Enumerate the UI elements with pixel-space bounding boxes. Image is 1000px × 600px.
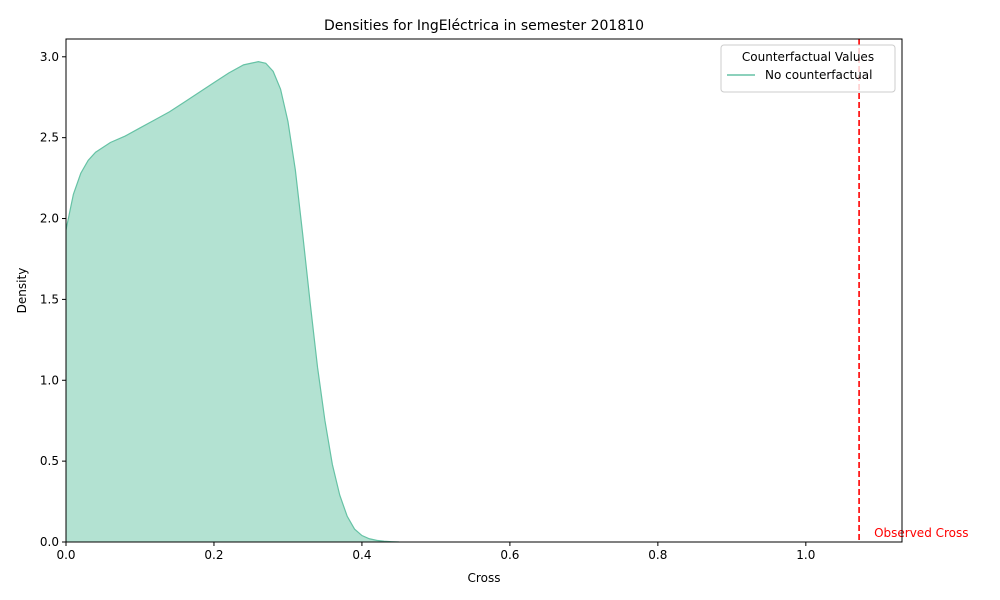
y-tick-label: 3.0 (40, 50, 59, 64)
legend-entry-label: No counterfactual (765, 68, 872, 82)
density-area (66, 61, 399, 542)
density-line (66, 61, 399, 542)
x-axis: 0.0 0.2 0.4 0.6 0.8 1.0 (56, 542, 815, 562)
x-tick-label: 0.6 (500, 548, 519, 562)
legend-box (720, 44, 896, 93)
x-axis-label: Cross (468, 571, 501, 585)
legend-title: Counterfactual Values (742, 50, 874, 64)
legend: Counterfactual Values No counterfactual (720, 44, 896, 93)
y-tick-label: 1.5 (40, 292, 59, 306)
x-tick-label: 0.2 (204, 548, 223, 562)
plot-area: Observed Cross (65, 38, 969, 543)
y-axis: 0.0 0.5 1.0 1.5 2.0 2.5 3.0 (40, 50, 66, 549)
y-tick-label: 0.5 (40, 454, 59, 468)
x-tick-label: 0.4 (352, 548, 371, 562)
y-tick-label: 1.0 (40, 373, 59, 387)
observed-cross-label: Observed Cross (874, 526, 968, 540)
y-tick-label: 2.5 (40, 131, 59, 145)
x-tick-label: 1.0 (796, 548, 815, 562)
y-tick-label: 2.0 (40, 212, 59, 226)
y-tick-label: 0.0 (40, 535, 59, 549)
x-tick-label: 0.0 (56, 548, 75, 562)
plot-frame (65, 38, 903, 543)
y-axis-label: Density (15, 268, 29, 314)
x-tick-label: 0.8 (648, 548, 667, 562)
chart-title: Densities for IngEléctrica in semester 2… (324, 18, 644, 34)
